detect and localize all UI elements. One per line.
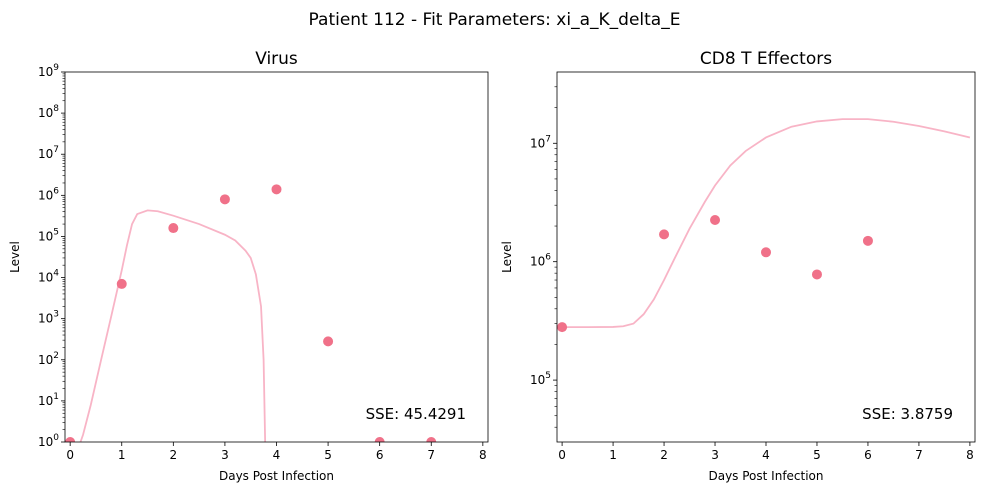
cd8-ylabel: Level: [500, 241, 514, 273]
cd8-xtick-label: 8: [966, 448, 974, 462]
virus-xtick-label: 2: [170, 448, 178, 462]
virus-xtick-label: 4: [273, 448, 281, 462]
cd8-xtick-label: 0: [558, 448, 566, 462]
virus-data-point: [168, 223, 179, 234]
virus-fit-line: [79, 209, 267, 442]
cd8-axes-frame: [556, 71, 976, 443]
virus-chart: Virus 0 1 2 3 4 5 6 7 8 100 101 102 103 104 105 106 107 10…: [8, 49, 489, 483]
virus-sse-annotation: SSE: 45.4291: [366, 405, 466, 423]
virus-data-point: [426, 437, 437, 442]
virus-ytick-label: 107: [38, 145, 59, 161]
cd8-fit-line: [562, 118, 971, 329]
cd8-data-point: [710, 214, 721, 225]
cd8-ytick-label: 105: [530, 371, 551, 387]
virus-xtick-label: 1: [118, 448, 126, 462]
cd8-xtick-label: 5: [813, 448, 821, 462]
cd8-ytick-label: 107: [530, 134, 551, 150]
virus-data-point: [323, 336, 334, 347]
virus-xtick-label: 5: [324, 448, 332, 462]
cd8-xlabel: Days Post Infection: [708, 469, 823, 483]
virus-xtick-label: 6: [376, 448, 384, 462]
cd8-data-point: [862, 235, 873, 246]
virus-ytick-label: 103: [38, 310, 59, 326]
cd8-xtick-label: 1: [609, 448, 617, 462]
virus-ytick-label: 105: [38, 227, 59, 243]
virus-ytick-label: 104: [38, 269, 59, 285]
cd8-xtick-label: 2: [660, 448, 668, 462]
virus-title: Virus: [255, 49, 298, 69]
virus-xtick-label: 8: [479, 448, 487, 462]
virus-data-point: [65, 437, 76, 442]
cd8-sse-annotation: SSE: 3.8759: [862, 405, 953, 423]
cd8-xtick-label: 7: [915, 448, 923, 462]
cd8-ytick-label: 106: [530, 253, 551, 269]
figure-title: Patient 112 - Fit Parameters: xi_a_K_del…: [309, 10, 681, 30]
virus-ytick-label: 102: [38, 351, 59, 367]
cd8-xtick-label: 4: [762, 448, 770, 462]
cd8-title: CD8 T Effectors: [700, 49, 832, 69]
cd8-xtick-label: 6: [864, 448, 872, 462]
virus-xtick-label: 7: [427, 448, 435, 462]
virus-ytick-label: 100: [38, 433, 59, 449]
virus-ytick-label: 101: [38, 392, 59, 408]
cd8-xtick-label: 3: [711, 448, 719, 462]
virus-axes-frame: [64, 71, 489, 443]
virus-data-point: [271, 184, 282, 195]
cd8-t-effectors-chart: CD8 T Effectors 0 1 2 3 4 5 6 7 8 105 106 107 Days Po…: [500, 49, 976, 483]
cd8-data-point: [659, 229, 670, 240]
virus-xtick-label: 3: [221, 448, 229, 462]
cd8-data-point: [761, 247, 771, 258]
virus-data-point: [374, 437, 385, 442]
virus-data-point: [219, 194, 230, 205]
virus-ylabel: Level: [8, 241, 22, 273]
cd8-data-point: [557, 322, 568, 333]
virus-ytick-label: 108: [38, 104, 59, 120]
virus-data-point: [116, 278, 127, 289]
virus-ytick-label: 109: [38, 63, 59, 79]
virus-xtick-label: 0: [66, 448, 74, 462]
cd8-data-point: [811, 269, 822, 280]
virus-xlabel: Days Post Infection: [219, 469, 334, 483]
virus-ytick-label: 106: [38, 186, 59, 202]
